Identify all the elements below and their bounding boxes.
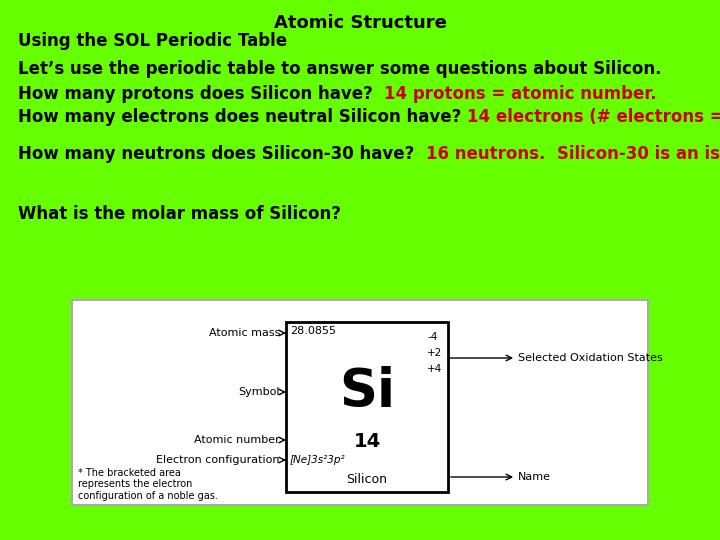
Text: [Ne]3s²3p²: [Ne]3s²3p² (290, 455, 346, 465)
Text: +2: +2 (427, 348, 442, 358)
Text: What is the molar mass of Silicon?: What is the molar mass of Silicon? (18, 205, 341, 223)
Text: How many neutrons does Silicon-30 have?: How many neutrons does Silicon-30 have? (18, 145, 426, 163)
Text: Si: Si (339, 366, 395, 418)
Text: How many electrons does neutral Silicon have?: How many electrons does neutral Silicon … (18, 108, 467, 126)
Text: Atomic number: Atomic number (194, 435, 280, 445)
Text: Silicon: Silicon (346, 473, 387, 486)
Text: +4: +4 (427, 364, 442, 374)
Text: Using the SOL Periodic Table: Using the SOL Periodic Table (18, 32, 287, 50)
Text: How many protons does Silicon have?: How many protons does Silicon have? (18, 85, 384, 103)
Text: * The bracketed area
represents the electron
configuration of a noble gas.: * The bracketed area represents the elec… (78, 468, 218, 501)
Text: Atomic Structure: Atomic Structure (274, 14, 446, 32)
Text: Symbol: Symbol (238, 387, 280, 397)
Text: Atomic mass: Atomic mass (209, 328, 280, 338)
Text: 28.0855: 28.0855 (290, 326, 336, 336)
Text: 16 neutrons.  Silicon-30 is an isotope of Silicon.  It has a mass number of 30. : 16 neutrons. Silicon-30 is an isotope of… (426, 145, 720, 163)
Text: 14 electrons (# electrons = # protons in neutral atoms): 14 electrons (# electrons = # protons in… (467, 108, 720, 126)
Text: Selected Oxidation States: Selected Oxidation States (518, 353, 662, 363)
FancyBboxPatch shape (72, 300, 648, 505)
Text: 14 protons = atomic number.: 14 protons = atomic number. (384, 85, 657, 103)
Text: 14: 14 (354, 432, 381, 451)
Text: Let’s use the periodic table to answer some questions about Silicon.: Let’s use the periodic table to answer s… (18, 60, 662, 78)
Bar (286, 322, 448, 492)
Text: -4: -4 (427, 332, 437, 342)
Text: Electron configuration: Electron configuration (156, 455, 280, 465)
Text: Name: Name (518, 472, 551, 482)
